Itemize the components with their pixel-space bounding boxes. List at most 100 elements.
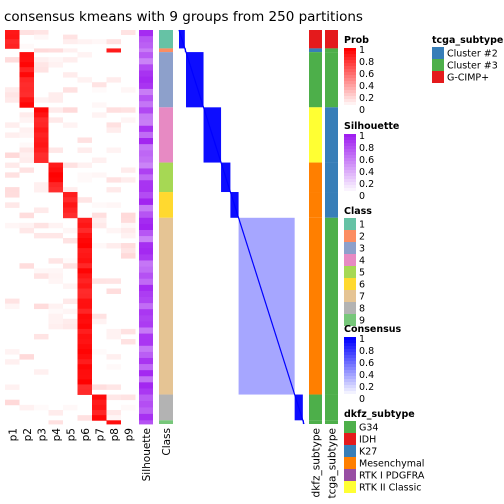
prob-cell — [92, 313, 107, 320]
prob-cell — [77, 384, 92, 390]
silhouette-cell — [139, 351, 153, 359]
prob-cell — [121, 87, 136, 93]
silhouette-legend-tick: 0.4 — [359, 167, 374, 178]
prob-cell — [92, 82, 107, 88]
silhouette-cell — [139, 290, 153, 298]
prob-cell — [92, 172, 107, 178]
prob-cell — [77, 288, 92, 294]
column-labels: p1 p2 p3 p4 p5 p6 p7 p8 p9 Silhouette Class dkfz_su… — [7, 428, 338, 499]
class-legend-label: 1 — [359, 220, 365, 231]
class-legend-title: Class — [344, 206, 372, 217]
prob-cell — [48, 308, 63, 315]
silhouette-cell — [139, 321, 153, 328]
prob-legend-tick: 1 — [359, 45, 365, 56]
prob-cell — [121, 107, 136, 113]
prob-legend-gradient-step — [344, 81, 356, 85]
prob-cell — [92, 349, 107, 355]
silhouette-cell — [139, 284, 153, 292]
prob-cell — [92, 157, 107, 163]
prob-legend-tick: 0.8 — [359, 57, 374, 68]
prob-cell — [77, 77, 92, 83]
silhouette-legend-gradient-step — [344, 182, 356, 186]
consensus-legend-tick: 0 — [359, 394, 365, 405]
silhouette-legend-gradient-step — [344, 155, 356, 159]
prob-cell — [77, 222, 92, 229]
prob-cell — [63, 227, 78, 234]
prob-cell — [92, 102, 107, 108]
tcga-legend-title: tcga_subtype — [432, 35, 503, 46]
class-legend-label: 7 — [359, 292, 365, 303]
prob-cell — [19, 132, 34, 138]
silhouette-legend-tick: 1 — [359, 131, 365, 142]
prob-cell — [5, 152, 20, 158]
prob-cell — [19, 43, 34, 49]
silhouette-legend-gradient-step — [344, 176, 356, 180]
prob-cell — [5, 97, 20, 103]
prob-cell — [48, 323, 63, 330]
class-legend-label: 9 — [359, 316, 365, 327]
prob-cell — [77, 52, 92, 58]
prob-cell — [106, 48, 121, 53]
prob-cell — [77, 369, 92, 375]
prob-cell — [34, 117, 49, 123]
tcga-col-cell — [325, 394, 338, 421]
prob-cell — [5, 202, 20, 208]
prob-cell — [106, 364, 121, 370]
class-legend-label: 4 — [359, 256, 365, 267]
prob-legend-gradient-step — [344, 78, 356, 82]
prob-cell — [121, 338, 136, 345]
prob-cell — [34, 232, 49, 239]
silhouette-cell — [139, 223, 153, 231]
prob-cell — [34, 127, 49, 133]
silhouette-cell — [139, 345, 153, 353]
prob-cell — [77, 227, 92, 234]
prob-cell — [63, 48, 78, 53]
prob-legend-gradient-step — [344, 96, 356, 100]
prob-cell — [63, 187, 78, 193]
tcga-subtype-column — [325, 30, 338, 424]
prob-cell — [63, 34, 78, 40]
silhouette-cell — [139, 229, 153, 237]
silhouette-legend-tick: 0.8 — [359, 143, 374, 154]
prob-cell — [48, 187, 63, 193]
prob-cell — [19, 92, 34, 98]
prob-cell — [77, 318, 92, 325]
prob-cell — [63, 258, 78, 264]
prob-legend-tick: 0.6 — [359, 69, 374, 80]
prob-cell — [77, 293, 92, 299]
prob-cell — [34, 62, 49, 68]
class-legend-label: 3 — [359, 244, 365, 255]
class-column — [159, 30, 173, 424]
prob-cell — [34, 67, 49, 73]
consensus-legend-gradient-step — [344, 358, 356, 362]
prob-cell — [34, 30, 49, 36]
silhouette-cell — [139, 168, 153, 175]
silhouette-cell — [139, 88, 153, 96]
prob-cell — [19, 87, 34, 93]
silhouette-cell — [139, 303, 153, 310]
consensus-legend-gradient-step — [344, 391, 356, 395]
prob-cell — [121, 232, 136, 239]
consensus-legend-tick: 0.8 — [359, 346, 374, 357]
prob-cell — [5, 122, 20, 128]
prob-cell — [77, 248, 92, 254]
prob-cell — [5, 172, 20, 178]
consensus-legend-gradient-step — [344, 394, 356, 398]
prob-cell — [106, 243, 121, 249]
prob-cell — [121, 177, 136, 183]
prob-cell — [5, 162, 20, 168]
prob-cell — [19, 77, 34, 83]
class-legend-label: 2 — [359, 232, 365, 243]
dkfz-legend-swatch — [344, 457, 356, 469]
prob-cell — [19, 102, 34, 108]
prob-cell — [92, 410, 107, 416]
prob-cell — [5, 39, 20, 45]
silhouette-cell — [139, 333, 153, 341]
prob-cell — [48, 303, 63, 310]
class-legend-swatch — [344, 290, 356, 302]
silhouette-cell — [139, 339, 153, 347]
dkfz-col-cell — [309, 162, 322, 193]
prob-legend-tick: 0.4 — [359, 81, 374, 92]
prob-cell — [121, 222, 136, 229]
